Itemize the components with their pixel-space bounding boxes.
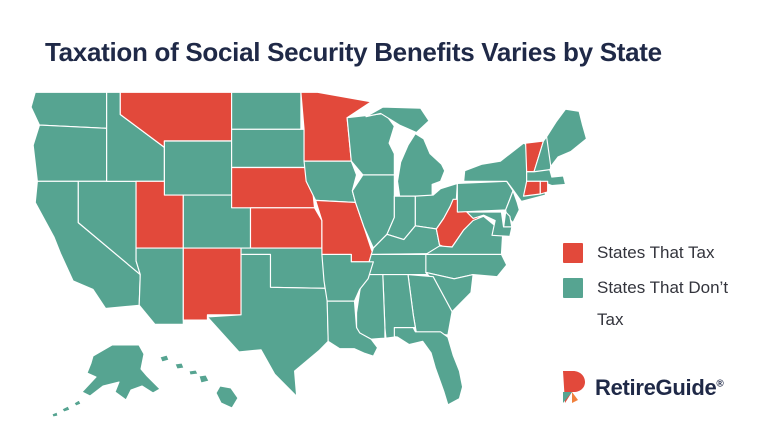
retireguide-logo-text: RetireGuide® [595, 374, 724, 401]
state-az [135, 247, 184, 325]
no-tax-color-swatch [563, 278, 583, 298]
legend-item-no-tax: States That Don’t Tax [563, 272, 755, 336]
retireguide-logo: RetireGuide® [561, 370, 724, 405]
state-ar [321, 253, 374, 302]
legend-item-tax: States That Tax [563, 237, 755, 269]
state-wa [30, 91, 108, 129]
state-ks [249, 207, 323, 249]
state-ak [51, 344, 161, 418]
legend-label-no-tax: States That Don’t Tax [597, 278, 729, 329]
legend: States That Tax States That Don’t Tax [563, 237, 755, 339]
state-wi [346, 112, 395, 176]
state-nd [231, 91, 302, 130]
state-fl [388, 326, 464, 406]
registered-trademark-symbol: ® [716, 378, 724, 390]
state-me [546, 108, 588, 168]
state-nm [182, 247, 242, 321]
state-wy [163, 140, 233, 196]
state-la [326, 300, 379, 357]
tax-color-swatch [563, 243, 583, 263]
legend-label-tax: States That Tax [597, 243, 715, 262]
contiguous-states [30, 91, 588, 406]
logo-wordmark: RetireGuide [595, 374, 717, 400]
state-mi [365, 106, 446, 197]
state-sd [231, 128, 310, 169]
state-ri [539, 180, 549, 195]
retireguide-logo-icon [563, 371, 585, 403]
state-tx [206, 253, 329, 398]
state-hi [159, 354, 239, 409]
state-ct [522, 180, 541, 197]
state-ne [231, 166, 316, 209]
page-title: Taxation of Social Security Benefits Var… [45, 37, 662, 68]
state-md [466, 211, 513, 237]
state-pa [456, 180, 514, 213]
state-or [32, 124, 108, 182]
